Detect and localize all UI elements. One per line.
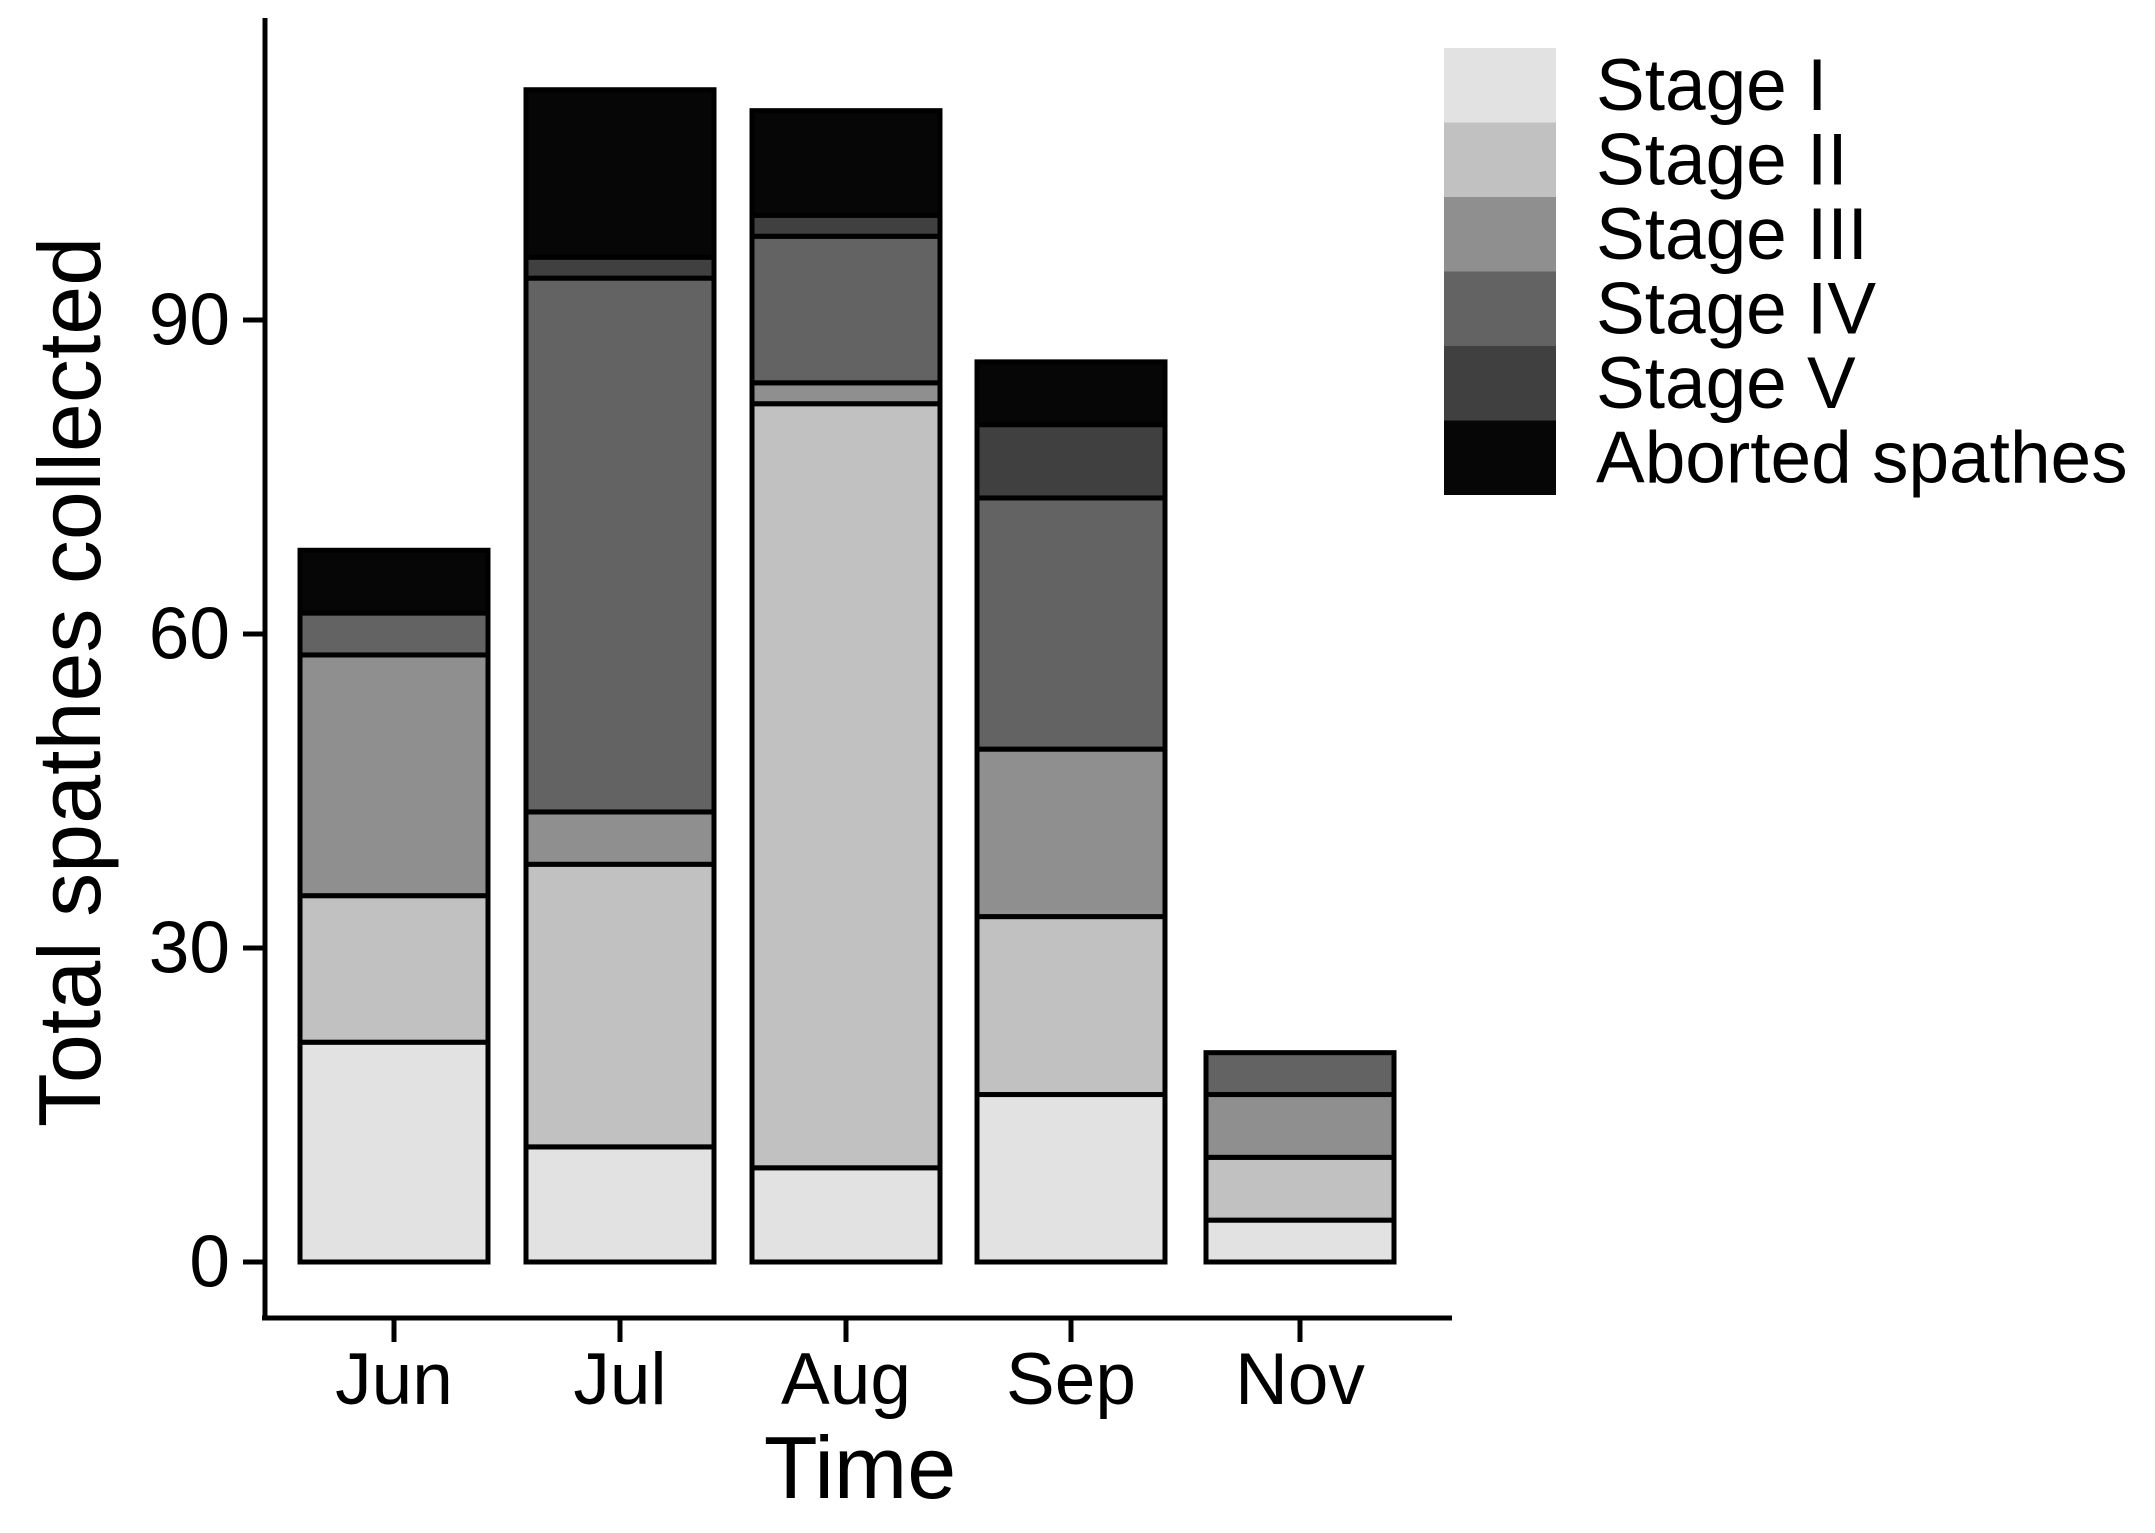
bars-group — [297, 87, 1397, 1265]
bar-segment-jul-stage-v — [523, 254, 717, 281]
bar-segment-sep-stage-iv — [974, 495, 1168, 752]
legend-swatch-stage-iv — [1444, 271, 1556, 346]
bar-segment-jun-aborted-spathes — [297, 547, 491, 616]
legend-label-stage-ii: Stage II — [1596, 119, 1848, 200]
legend-label-stage-v: Stage V — [1596, 343, 1856, 424]
bar-segment-nov-stage-iv — [1203, 1050, 1397, 1098]
bar-segment-aug-stage-ii — [749, 401, 943, 1171]
bar-segment-jul-stage-iii — [523, 809, 717, 867]
bar-segment-aug-stage-i — [749, 1165, 943, 1265]
legend-swatch-stage-iii — [1444, 197, 1556, 272]
y-tick-label: 60 — [149, 594, 230, 675]
legend-label-stage-iv: Stage IV — [1596, 268, 1876, 349]
bar-segment-jul-stage-ii — [523, 861, 717, 1150]
x-tick-label-nov: Nov — [1235, 1339, 1365, 1420]
bar-segment-aug-aborted-spathes — [749, 108, 943, 218]
bar-segment-nov-stage-iii — [1203, 1092, 1397, 1160]
bar-segment-jul-stage-i — [523, 1144, 717, 1265]
x-tick-labels-group: Jun Jul Aug Sep Nov — [335, 1339, 1365, 1420]
legend-label-stage-i: Stage I — [1596, 45, 1827, 126]
legend-label-aborted-spathes: Aborted spathes — [1596, 417, 2128, 498]
bar-segment-jun-stage-iv — [297, 610, 491, 658]
y-tick-label: 90 — [149, 280, 230, 361]
bar-segment-nov-stage-ii — [1203, 1154, 1397, 1223]
x-tick-label-aug: Aug — [781, 1339, 911, 1420]
bar-segment-jul-stage-iv — [523, 275, 717, 815]
bar-segment-sep-aborted-spathes — [974, 359, 1168, 428]
x-tick-label-jul: Jul — [573, 1339, 666, 1420]
x-tick-label-sep: Sep — [1006, 1339, 1136, 1420]
legend-swatch-stage-v — [1444, 346, 1556, 421]
y-tick-labels-group: 0 30 60 90 — [149, 280, 230, 1303]
legend-swatch-stage-i — [1444, 48, 1556, 123]
bar-segment-sep-stage-i — [974, 1092, 1168, 1265]
bar-segment-aug-stage-v — [749, 212, 943, 239]
bar-segment-jun-stage-ii — [297, 893, 491, 1045]
bar-segment-jun-stage-iii — [297, 652, 491, 899]
y-tick-label: 30 — [149, 908, 230, 989]
bar-segment-sep-stage-iii — [974, 746, 1168, 920]
bar-segment-aug-stage-iv — [749, 233, 943, 386]
bar-segment-jun-stage-i — [297, 1039, 491, 1265]
bar-segment-sep-stage-v — [974, 422, 1168, 501]
bar-segment-nov-stage-i — [1203, 1217, 1397, 1265]
bar-segment-aug-stage-iii — [749, 380, 943, 407]
bar-segment-jul-aborted-spathes — [523, 87, 717, 260]
y-tick-label: 0 — [189, 1222, 230, 1303]
axes-group — [243, 18, 1452, 1342]
legend-swatch-stage-ii — [1444, 122, 1556, 197]
y-axis-title: Total spathes collected — [20, 237, 119, 1127]
x-tick-label-jun: Jun — [335, 1339, 453, 1420]
x-axis-title: Time — [764, 1418, 956, 1517]
legend-label-stage-iii: Stage III — [1596, 194, 1868, 275]
legend-swatch-aborted-spathes — [1444, 420, 1556, 495]
bar-segment-sep-stage-ii — [974, 914, 1168, 1098]
